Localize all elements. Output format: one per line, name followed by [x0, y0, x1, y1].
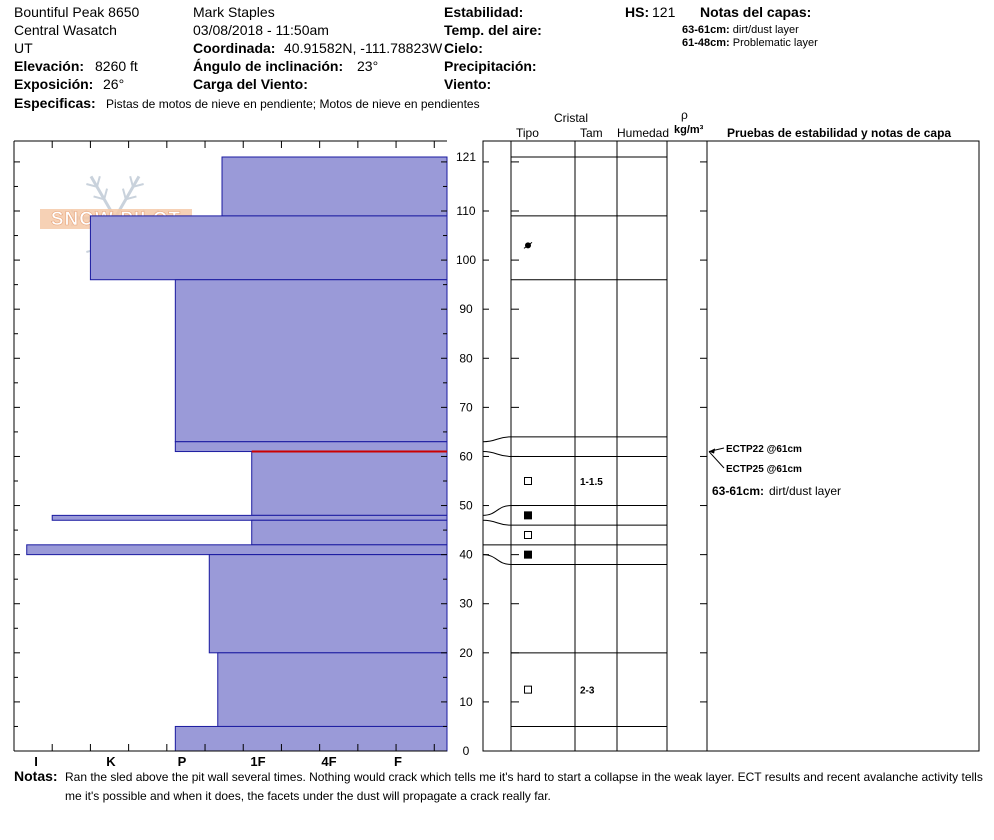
- layer-note-2-range: 61-48cm:: [682, 37, 730, 49]
- test-leader-1: [708, 451, 725, 469]
- location-name: Bountiful Peak 8650: [14, 4, 140, 20]
- precipitation-label: Precipitación:: [444, 58, 537, 74]
- hardness-label-F: F: [394, 754, 402, 769]
- rho-header: ρ: [681, 108, 688, 122]
- hardness-bar-8: [208, 554, 448, 654]
- layer-connector-3: [482, 519, 512, 526]
- grain-symbol-mark: [523, 241, 533, 249]
- test-arrow-1: [709, 448, 715, 454]
- hardness-label-1F: 1F: [250, 754, 265, 769]
- height-label-121: 121: [456, 150, 476, 164]
- height-label-60: 60: [459, 449, 473, 463]
- layer-connector-0: [482, 436, 512, 443]
- height-label-20: 20: [459, 646, 473, 660]
- snowflake-branch: [86, 183, 98, 188]
- height-label-50: 50: [459, 499, 473, 513]
- height-label-40: 40: [459, 548, 473, 562]
- layer-note-1-text: dirt/dust layer: [732, 24, 799, 36]
- moisture-header: Humedad: [617, 126, 670, 140]
- hardness-label-P: P: [178, 754, 187, 769]
- snowflake-branch: [103, 188, 109, 200]
- grain-symbol-4: [524, 550, 532, 559]
- hardness-bar-7: [26, 544, 448, 556]
- hardness-bar-0: [221, 156, 448, 217]
- elevation-label: Elevación:: [14, 58, 85, 74]
- hs-label: HS:: [625, 4, 650, 20]
- snowflake-branch: [121, 188, 127, 200]
- notes-label: Notas:: [14, 768, 58, 784]
- hardness-bar-5: [51, 514, 448, 521]
- height-label-100: 100: [456, 253, 476, 267]
- height-label-80: 80: [459, 351, 473, 365]
- coordinate-label: Coordinada:: [193, 40, 276, 56]
- notes-text: Ran the sled above the pit wall several …: [65, 770, 983, 803]
- layer-note-2: 61-48cm: Problematic layer: [682, 37, 818, 50]
- height-label-70: 70: [459, 400, 473, 414]
- layer-notes-label: Notas del capas:: [700, 4, 812, 20]
- grain-size-5: 2-3: [580, 686, 595, 697]
- wind-label: Viento:: [444, 76, 492, 92]
- specifics-label: Especificas:: [14, 95, 96, 111]
- mountain-range: Central Wasatch: [14, 22, 117, 38]
- height-label-110: 110: [456, 204, 475, 218]
- snowflake-branch: [129, 175, 134, 188]
- slope-angle-value: 23°: [357, 58, 379, 74]
- layer-note-2-text: Problematic layer: [732, 37, 818, 49]
- air-temp-label: Temp. del aire:: [444, 22, 542, 38]
- grain-symbol-3: [524, 531, 532, 539]
- layer-note-1: 63-61cm: dirt/dust layer: [682, 24, 799, 37]
- grid-frame: [482, 140, 980, 752]
- grain-size-1: 1-1.5: [580, 477, 603, 488]
- specifics-value: Pistas de motos de nieve en pendiente; M…: [106, 97, 480, 111]
- snowflake-branch: [125, 195, 137, 201]
- layer-note-1-range: 63-61cm:: [682, 24, 730, 36]
- layer-connector-2: [482, 505, 512, 516]
- grain-symbol-2: [524, 511, 532, 520]
- snowflake-branch: [132, 183, 144, 188]
- hardness-bar-1: [89, 215, 448, 281]
- hardness-bar-3: [174, 441, 448, 453]
- hs-value: 121: [652, 4, 676, 20]
- size-header: Tam: [580, 126, 603, 140]
- hardness-bar-9: [217, 652, 448, 727]
- hardness-label-K: K: [106, 754, 116, 769]
- elevation-value: 8260 ft: [95, 58, 138, 74]
- hardness-bar-2: [174, 279, 448, 443]
- test-label-0: ECTP22 @61cm: [726, 444, 802, 455]
- snowflake-branch: [93, 195, 105, 201]
- wind-load-label: Carga del Viento:: [193, 76, 308, 92]
- height-label-10: 10: [459, 695, 473, 709]
- density-unit-header: kg/m³: [674, 124, 704, 136]
- height-label-0: 0: [463, 744, 470, 758]
- coordinate-value: 40.91582N, -111.78823W: [284, 40, 443, 56]
- stability-tests-header: Pruebas de estabilidad y notas de capa: [727, 126, 952, 140]
- sky-label: Cielo:: [444, 40, 483, 56]
- snowflake-branch: [96, 175, 101, 188]
- test-layer-note-text: dirt/dust layer: [769, 484, 841, 498]
- grain-symbol-1: [524, 477, 532, 485]
- slope-angle-label: Ángulo de inclinación:: [193, 58, 344, 74]
- crystal-header: Cristal: [554, 111, 589, 125]
- layer-connector-5: [482, 554, 512, 565]
- test-label-1: ECTP25 @61cm: [726, 464, 802, 475]
- height-label-90: 90: [459, 302, 473, 316]
- layer-connector-1: [482, 451, 512, 457]
- type-header: Tipo: [516, 126, 539, 140]
- grain-symbol-5: [524, 685, 532, 694]
- hardness-bar-10: [174, 725, 448, 752]
- observation-datetime: 03/08/2018 - 11:50am: [193, 22, 329, 38]
- hardness-label-I: I: [34, 754, 38, 769]
- hardness-label-4F: 4F: [321, 754, 336, 769]
- observer-name: Mark Staples: [193, 4, 275, 20]
- stability-label: Estabilidad:: [444, 4, 524, 20]
- aspect-value: 26°: [103, 76, 125, 92]
- hardness-bar-6: [251, 519, 448, 546]
- hardness-bar-4: [251, 451, 448, 516]
- aspect-label: Exposición:: [14, 76, 94, 92]
- state: UT: [14, 40, 33, 56]
- height-label-30: 30: [459, 597, 473, 611]
- test-layer-note-range: 63-61cm:: [712, 484, 764, 498]
